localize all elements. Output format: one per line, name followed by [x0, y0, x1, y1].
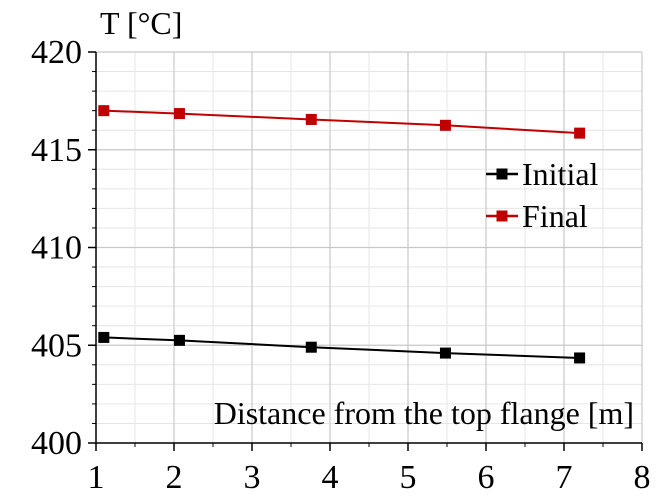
data-point-final	[574, 127, 586, 139]
legend-label: Initial	[522, 156, 599, 192]
legend-marker	[496, 168, 508, 180]
gridlines	[96, 51, 643, 443]
data-point-initial	[173, 334, 185, 346]
legend-label: Final	[522, 198, 588, 234]
data-point-initial	[439, 347, 451, 359]
x-tick-label: 5	[400, 459, 417, 496]
series-final	[98, 105, 586, 139]
data-point-final	[439, 119, 451, 131]
axis-labels: T [°C] Distance from the top flange [m] …	[31, 5, 651, 496]
data-point-initial	[574, 352, 586, 364]
y-axis-title: T [°C]	[100, 5, 182, 41]
x-tick-label: 2	[166, 459, 183, 496]
x-tick-label: 7	[556, 459, 573, 496]
y-tick-label: 400	[31, 425, 82, 462]
data-point-initial	[98, 331, 110, 343]
legend-marker	[496, 210, 508, 222]
x-tick-label: 8	[634, 459, 651, 496]
y-tick-label: 405	[31, 327, 82, 364]
y-tick-label: 415	[31, 132, 82, 169]
legend-item-final: Final	[486, 198, 588, 234]
x-axis-title: Distance from the top flange [m]	[214, 395, 634, 431]
data-point-final	[305, 113, 317, 125]
y-tick-label: 410	[31, 230, 82, 267]
x-tick-label: 6	[478, 459, 495, 496]
y-tick-label: 420	[31, 34, 82, 71]
x-tick-label: 1	[88, 459, 105, 496]
data-point-final	[98, 105, 110, 117]
series-lines	[98, 105, 586, 364]
series-initial	[98, 331, 586, 364]
data-point-final	[173, 108, 185, 120]
x-tick-label: 4	[322, 459, 339, 496]
axes	[88, 51, 643, 451]
legend: Initial Final	[486, 156, 599, 234]
data-point-initial	[305, 341, 317, 353]
legend-item-initial: Initial	[486, 156, 599, 192]
x-tick-label: 3	[244, 459, 261, 496]
